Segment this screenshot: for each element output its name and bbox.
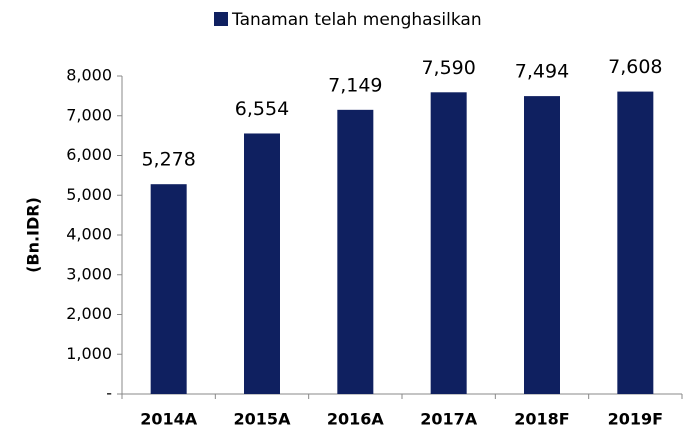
x-tick-label: 2015A [234,410,292,429]
y-tick-label: - [106,384,112,403]
bar [337,109,374,395]
bar [150,184,187,394]
legend-label: Tanaman telah menghasilkan [231,10,482,30]
value-label: 7,608 [608,56,662,78]
y-tick-label: 2,000 [66,304,112,323]
y-tick-label: 6,000 [66,145,112,164]
y-tick-label: 8,000 [66,66,112,85]
bar [430,92,467,395]
x-tick-label: 2018F [514,410,569,429]
legend-swatch [214,12,228,26]
y-tick-label: 1,000 [66,344,112,363]
value-label: 7,494 [515,61,569,83]
bar [524,96,560,395]
x-tick-label: 2017A [420,410,478,429]
value-label: 6,554 [235,98,289,120]
x-tick-label: 2019F [608,410,663,429]
y-axis-label: (Bn.IDR) [24,197,43,273]
x-tick-label: 2016A [327,410,385,429]
value-label: 7,590 [421,57,475,79]
y-tick-label: 7,000 [66,105,112,124]
y-tick-label: 4,000 [66,225,112,244]
x-tick-label: 2014A [140,410,198,429]
bar [617,91,654,394]
y-tick-label: 3,000 [66,264,112,283]
value-label: 7,149 [328,74,382,96]
value-label: 5,278 [141,149,195,171]
bar [244,133,280,394]
y-tick-label: 5,000 [66,185,112,204]
